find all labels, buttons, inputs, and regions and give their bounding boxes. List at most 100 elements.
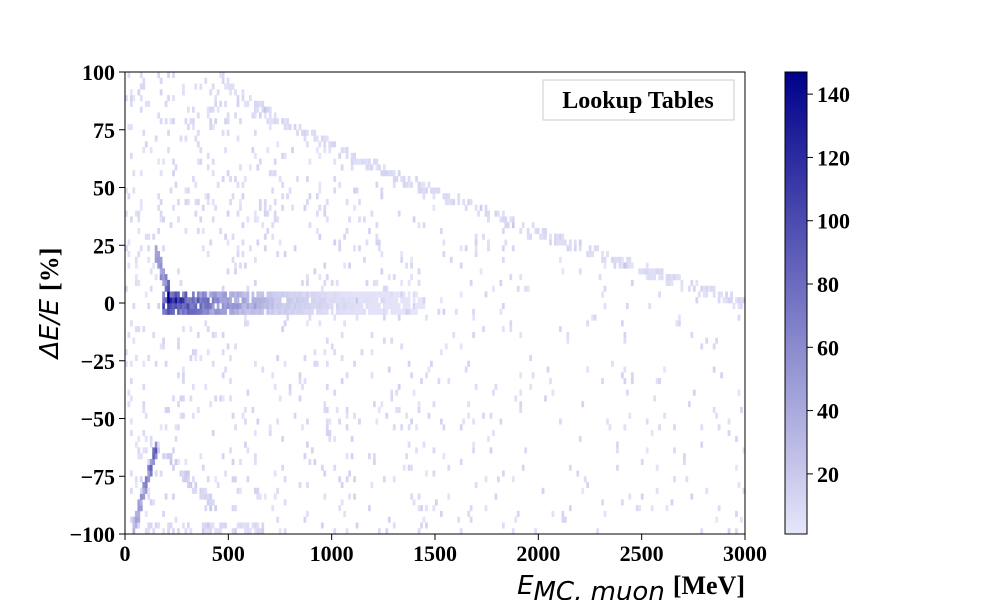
heatmap-cell	[494, 493, 498, 500]
heatmap-cell	[410, 181, 413, 188]
heatmap-cell	[134, 441, 138, 448]
heatmap-cell	[201, 303, 205, 310]
heatmap-cell	[546, 366, 550, 373]
heatmap-cell	[529, 383, 533, 390]
heatmap-cell	[328, 303, 332, 310]
heatmap-cell	[581, 401, 585, 408]
colorbar-tick-label: 80	[817, 272, 839, 297]
heatmap-cell	[246, 389, 250, 396]
heatmap-cell	[234, 424, 237, 431]
heatmap-cell	[323, 147, 327, 154]
heatmap-cell	[236, 245, 240, 252]
heatmap-cell	[196, 227, 200, 234]
heatmap-cell	[142, 482, 146, 489]
heatmap-cell	[740, 406, 743, 414]
heatmap-cell	[286, 291, 289, 298]
heatmap-cell	[234, 297, 237, 304]
heatmap-cell	[134, 522, 138, 529]
heatmap-cell	[705, 291, 709, 298]
heatmap-cell	[147, 522, 151, 529]
heatmap-cell	[241, 193, 245, 200]
heatmap-cell	[628, 256, 632, 263]
heatmap-cell	[368, 505, 371, 512]
heatmap-cell	[239, 204, 242, 211]
heatmap-cell	[157, 204, 161, 211]
heatmap-cell	[340, 308, 344, 315]
heatmap-cell	[710, 285, 714, 292]
heatmap-cell	[174, 424, 178, 431]
heatmap-cell	[313, 303, 317, 310]
heatmap-cell	[182, 303, 185, 310]
heatmap-cell	[340, 164, 344, 171]
heatmap-cell	[253, 106, 257, 113]
heatmap-cell	[350, 164, 354, 171]
heatmap-cell	[444, 199, 448, 206]
heatmap-cell	[293, 308, 297, 315]
heatmap-cell	[281, 291, 285, 298]
heatmap-cell	[134, 476, 138, 483]
heatmap-cell	[127, 331, 131, 338]
heatmap-cell	[216, 308, 220, 315]
heatmap-cell	[214, 118, 218, 125]
heatmap-cell	[298, 303, 302, 310]
heatmap-cell	[355, 308, 359, 315]
heatmap-cell	[191, 118, 195, 125]
heatmap-cell	[244, 297, 247, 304]
heatmap-cell	[593, 314, 597, 321]
heatmap-cell	[167, 406, 170, 414]
heatmap-cell	[236, 251, 240, 258]
heatmap-cell	[278, 291, 282, 298]
heatmap-cell	[368, 158, 371, 165]
heatmap-cell	[697, 291, 701, 298]
heatmap-cell	[653, 395, 657, 402]
heatmap-cell	[189, 326, 193, 333]
heatmap-cell	[303, 135, 307, 142]
heatmap-cell	[278, 528, 282, 534]
heatmap-cell	[209, 493, 213, 500]
heatmap-cell	[511, 245, 515, 252]
heatmap-cell	[189, 297, 193, 304]
heatmap-cell	[621, 320, 624, 327]
heatmap-cell	[335, 297, 339, 304]
heatmap-cell	[432, 187, 436, 194]
heatmap-cell	[690, 493, 694, 500]
heatmap-cell	[345, 406, 349, 414]
heatmap-cell	[598, 274, 602, 281]
heatmap-cell	[655, 487, 659, 494]
heatmap-cell	[209, 118, 213, 125]
heatmap-cell	[172, 170, 175, 177]
heatmap-cell	[144, 487, 148, 494]
heatmap-cell	[373, 158, 376, 165]
heatmap-cell	[246, 476, 250, 483]
heatmap-cell	[422, 222, 426, 229]
heatmap-cell	[196, 297, 200, 304]
heatmap-cell	[154, 447, 158, 454]
heatmap-cell	[286, 123, 289, 131]
heatmap-cell	[539, 233, 542, 240]
heatmap-cell	[157, 193, 161, 200]
heatmap-cell	[435, 499, 438, 506]
heatmap-cell	[204, 528, 208, 534]
heatmap-cell	[231, 458, 235, 465]
heatmap-cell	[211, 303, 215, 310]
heatmap-cell	[164, 493, 168, 500]
heatmap-cell	[333, 528, 337, 534]
heatmap-cell	[544, 233, 547, 240]
heatmap-cell	[194, 303, 198, 310]
heatmap-cell	[268, 123, 272, 131]
heatmap-cell	[365, 303, 369, 310]
heatmap-cell	[206, 499, 210, 506]
heatmap-cell	[735, 510, 738, 517]
heatmap-cell	[291, 204, 294, 211]
heatmap-cell	[253, 297, 257, 304]
heatmap-cell	[179, 395, 183, 402]
heatmap-cell	[715, 412, 719, 419]
heatmap-cell	[365, 279, 369, 286]
heatmap-cell	[278, 297, 282, 304]
heatmap-cell	[286, 308, 289, 315]
heatmap-cell	[139, 487, 143, 494]
heatmap-cell	[365, 158, 369, 165]
heatmap-cell	[308, 314, 312, 321]
heatmap-cell	[177, 337, 180, 344]
